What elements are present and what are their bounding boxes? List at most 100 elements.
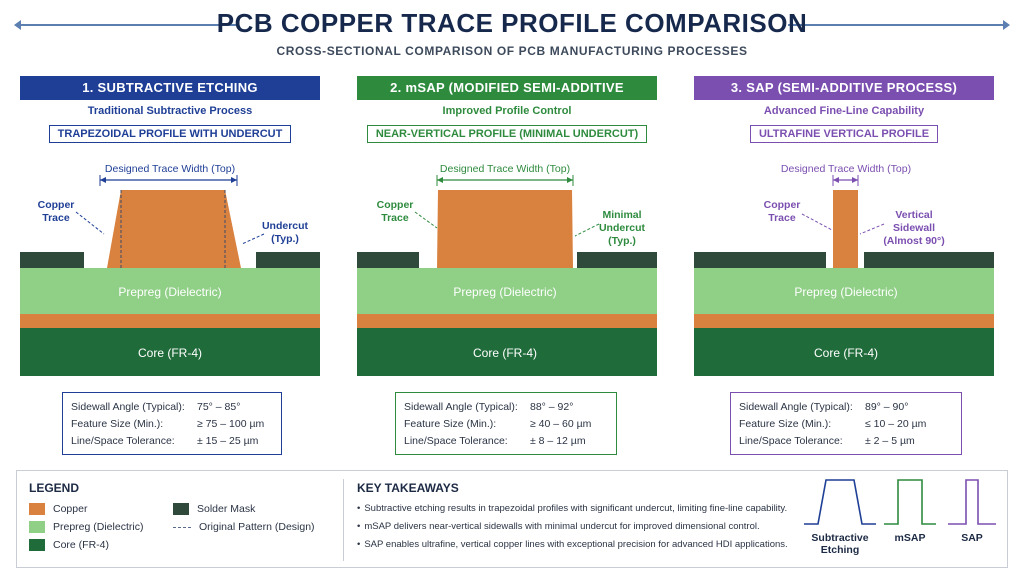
profile-label: NEAR-VERTICAL PROFILE (MINIMAL UNDERCUT) — [366, 125, 648, 143]
undercut-leader — [241, 233, 265, 245]
legend-label: Original Pattern (Design) — [199, 521, 315, 533]
spec-value: ± 15 – 25 µm — [197, 435, 259, 447]
legend-label: Solder Mask — [197, 503, 256, 515]
spec-key: Feature Size (Min.): — [404, 418, 497, 430]
spec-key: Feature Size (Min.): — [71, 418, 164, 430]
spec-row: Feature Size (Min.): ≥ 40 – 60 µm — [404, 416, 608, 433]
undercut-label-3: (Typ.) — [608, 235, 636, 247]
spec-row: Sidewall Angle (Typical): 89° – 90° — [739, 399, 953, 416]
prepreg-label: Prepreg (Dielectric) — [453, 285, 556, 299]
sidewall-label-1: Vertical — [895, 209, 932, 221]
spec-value: ≥ 40 – 60 µm — [530, 418, 592, 430]
profile-label: ULTRAFINE VERTICAL PROFILE — [749, 125, 939, 143]
divider — [343, 479, 344, 561]
copper-trace-label-2: Trace — [381, 212, 409, 224]
copper-trace-label-2: Trace — [42, 212, 70, 224]
prepreg-layer — [694, 268, 994, 314]
spec-box: Sidewall Angle (Typical): 89° – 90° Featu… — [730, 392, 962, 455]
spec-value: 75° – 85° — [197, 401, 241, 413]
legend-title: LEGEND — [29, 481, 80, 495]
title-arrow-right — [788, 20, 1010, 30]
panel-header: 2. mSAP (MODIFIED SEMI-ADDITIVE PROCESS) — [357, 76, 657, 119]
legend-item-copper: Copper — [29, 503, 87, 515]
legend-label: Copper — [53, 503, 88, 515]
solder-mask-left — [694, 252, 826, 268]
cross-section-subtractive: Designed Trace Width (Top) Copper Trace … — [20, 163, 320, 376]
prepreg-label: Prepreg (Dielectric) — [794, 285, 897, 299]
mini-label-subtractive: Subtractive Etching — [800, 532, 880, 556]
legend-item-core: Core (FR-4) — [29, 539, 109, 551]
mini-label-sap: SAP — [961, 532, 983, 544]
spec-row: Line/Space Tolerance: ± 2 – 5 µm — [739, 433, 953, 450]
panel-msap: 2. mSAP (MODIFIED SEMI-ADDITIVE PROCESS)… — [357, 76, 657, 456]
spec-row: Feature Size (Min.): ≥ 75 – 100 µm — [71, 416, 273, 433]
inner-copper-layer — [694, 314, 994, 328]
sidewall-label-3: (Almost 90°) — [883, 235, 944, 247]
copper-trace-label-1: Copper — [377, 199, 414, 211]
spec-value: ≤ 10 – 20 µm — [865, 418, 927, 430]
width-label: Designed Trace Width (Top) — [105, 163, 235, 175]
legend-item-solder-mask: Solder Mask — [173, 503, 255, 515]
spec-key: Sidewall Angle (Typical): — [739, 401, 853, 413]
title-arrow-left — [14, 20, 236, 30]
cross-section-msap: Designed Trace Width (Top) Copper Trace … — [357, 163, 657, 376]
solder-mask-swatch — [173, 503, 189, 515]
undercut-label-2: Undercut — [599, 222, 646, 234]
mini-profile-sap-icon — [948, 479, 996, 525]
profile-label: TRAPEZOIDAL PROFILE WITH UNDERCUT — [48, 125, 292, 143]
sidewall-label-2: Sidewall — [893, 222, 935, 234]
legend-item-prepreg: Prepreg (Dielectric) — [29, 521, 143, 533]
width-label: Designed Trace Width (Top) — [781, 163, 911, 175]
solder-mask-right — [577, 252, 657, 268]
undercut-label-2: (Typ.) — [271, 233, 299, 245]
takeaway-item: mSAP delivers near-vertical sidewalls wi… — [357, 521, 797, 532]
panel-header: 1. SUBTRACTIVE ETCHING — [20, 76, 320, 100]
legend-label: Prepreg (Dielectric) — [53, 521, 144, 533]
dashed-line-icon — [173, 526, 191, 528]
solder-mask-right — [256, 252, 320, 268]
page-subtitle: CROSS-SECTIONAL COMPARISON OF PCB MANUFA… — [276, 44, 748, 58]
solder-mask-left — [357, 252, 419, 268]
width-label: Designed Trace Width (Top) — [440, 163, 570, 175]
spec-value: 89° – 90° — [865, 401, 909, 413]
prepreg-layer — [20, 268, 320, 314]
takeaway-item: Subtractive etching results in trapezoid… — [357, 503, 797, 514]
panel-header: 3. SAP (SEMI-ADDITIVE PROCESS) — [694, 76, 994, 100]
panel-subtitle: Improved Profile Control — [442, 105, 572, 117]
mini-label-line: Subtractive — [811, 532, 869, 544]
copper-trace — [107, 190, 241, 268]
prepreg-label: Prepreg (Dielectric) — [118, 285, 221, 299]
spec-row: Line/Space Tolerance: ± 15 – 25 µm — [71, 433, 273, 450]
spec-key: Feature Size (Min.): — [739, 418, 832, 430]
core-layer — [20, 328, 320, 376]
spec-key: Sidewall Angle (Typical): — [71, 401, 185, 413]
spec-row: Line/Space Tolerance: ± 8 – 12 µm — [404, 433, 608, 450]
inner-copper-layer — [357, 314, 657, 328]
core-label: Core (FR-4) — [814, 346, 878, 360]
mini-profile-subtractive-icon — [804, 479, 876, 525]
prepreg-swatch — [29, 521, 45, 533]
inner-copper-layer — [20, 314, 320, 328]
spec-key: Sidewall Angle (Typical): — [404, 401, 518, 413]
takeaways-title: KEY TAKEAWAYS — [357, 481, 459, 495]
mini-label-msap: mSAP — [894, 532, 926, 544]
panel-subtitle: Traditional Subtractive Process — [87, 105, 253, 117]
spec-value: ± 2 – 5 µm — [865, 435, 915, 447]
undercut-label-1: Undercut — [262, 220, 309, 232]
page-title: PCB COPPER TRACE PROFILE COMPARISON — [216, 8, 808, 38]
sidewall-leader — [859, 223, 885, 235]
takeaway-item: SAP enables ultrafine, vertical copper l… — [357, 539, 797, 550]
spec-box: Sidewall Angle (Typical): 88° – 92° Featu… — [395, 392, 617, 455]
spec-row: Sidewall Angle (Typical): 88° – 92° — [404, 399, 608, 416]
copper-trace-label-2: Trace — [768, 212, 796, 224]
core-layer — [357, 328, 657, 376]
core-label: Core (FR-4) — [138, 346, 202, 360]
spec-value: 88° – 92° — [530, 401, 574, 413]
spec-row: Feature Size (Min.): ≤ 10 – 20 µm — [739, 416, 953, 433]
spec-box: Sidewall Angle (Typical): 75° – 85° Featu… — [62, 392, 282, 455]
undercut-leader — [574, 223, 600, 237]
copper-trace — [437, 190, 573, 268]
mini-profile-msap-icon — [884, 479, 936, 525]
spec-value: ≥ 75 – 100 µm — [197, 418, 265, 430]
spec-key: Line/Space Tolerance: — [404, 435, 508, 447]
